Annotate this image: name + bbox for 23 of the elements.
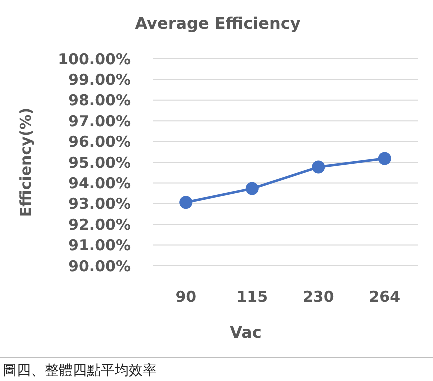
x-tick-label: 230 <box>302 288 334 306</box>
y-tick-label: 95.00% <box>68 154 131 172</box>
x-tick-label: 115 <box>236 288 268 306</box>
x-tick-label: 90 <box>176 288 197 306</box>
point <box>180 196 193 210</box>
y-tick-label: 98.00% <box>68 92 131 110</box>
text: 圖四、整體四點平均效率 <box>3 363 157 379</box>
point <box>312 160 326 174</box>
y-tick-label: 94.00% <box>68 174 131 192</box>
y-tick-label: 92.00% <box>68 216 131 234</box>
y-tick-label: 96.00% <box>68 133 131 152</box>
y-tick-label: 99.00% <box>68 70 131 89</box>
point <box>246 182 259 196</box>
point <box>378 152 392 166</box>
x-tick-label: 264 <box>369 288 401 306</box>
y-tick-label: 100.00% <box>58 50 131 68</box>
chart-title: Average Efficiency <box>135 14 302 33</box>
x-axis-title: Vac <box>230 323 262 342</box>
y-tick-label: 90.00% <box>68 257 131 276</box>
y-tick-label: 93.00% <box>68 195 131 214</box>
y-axis-title: Efficiency(%) <box>17 108 35 218</box>
y-tick-label: 97.00% <box>68 112 131 130</box>
y-tick-label: 91.00% <box>68 236 131 255</box>
